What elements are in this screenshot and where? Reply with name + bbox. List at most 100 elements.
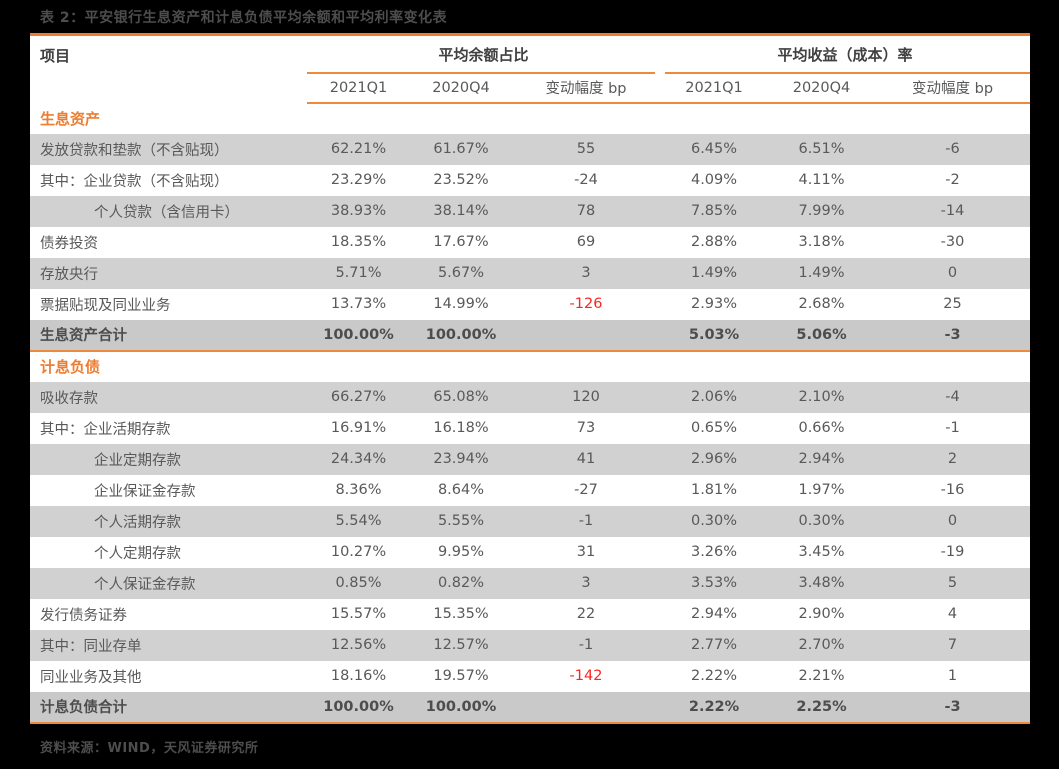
total-row: 计息负债合计 100.00% 100.00% 2.22% 2.25% -3 <box>30 691 1031 724</box>
table-row: 其中：企业活期存款 16.91% 16.18% 73 0.65% 0.66% -1 <box>30 413 1030 444</box>
row-label: 个人贷款（含信用卡） <box>94 204 239 221</box>
value-cell: 2.22% <box>660 691 769 724</box>
value-cell: 5.55% <box>437 513 485 529</box>
value-cell: 100.00% <box>307 691 410 724</box>
value-cell: 7.99% <box>798 203 845 219</box>
value-cell: 3.48% <box>798 575 845 591</box>
value-cell: 25 <box>943 296 962 312</box>
value-cell: 18.16% <box>330 668 387 684</box>
value-cell: 2 <box>947 451 958 467</box>
value-cell <box>512 691 661 724</box>
table-row: 发行债务证券 15.57% 15.35% 22 2.94% 2.90% 4 <box>30 599 1030 630</box>
table-row: 企业定期存款 24.34% 23.94% 41 2.96% 2.94% 2 <box>30 443 1031 475</box>
value-cell: 6.45% <box>690 141 738 157</box>
value-cell: 2.90% <box>798 606 845 622</box>
value-cell: 3.45% <box>798 544 845 560</box>
value-cell: 1.97% <box>798 482 845 498</box>
value-cell: 100.00% <box>410 691 512 724</box>
value-cell: -19 <box>940 544 965 560</box>
value-cell: 1.49% <box>690 265 738 281</box>
row-label: 其中：同业存单 <box>40 638 142 655</box>
value-cell: 2.10% <box>798 389 845 405</box>
value-cell: 0.65% <box>690 420 738 436</box>
column-header-change-bp-rate: 变动幅度 bp <box>875 73 1031 104</box>
value-cell: 5.54% <box>335 513 382 529</box>
value-cell: 2.21% <box>798 668 845 684</box>
value-cell: 0.66% <box>798 420 845 436</box>
value-cell: 0.85% <box>335 575 382 591</box>
value-cell: 55 <box>576 141 596 157</box>
row-label: 存放央行 <box>40 266 98 283</box>
value-cell: 41 <box>576 451 596 467</box>
value-cell: -1 <box>578 513 594 529</box>
table-row: 其中：同业存单 12.56% 12.57% -1 2.77% 2.70% 7 <box>30 629 1031 661</box>
value-cell: 2.77% <box>690 637 738 653</box>
column-group-average-yield-cost-rate: 平均收益（成本）率 <box>660 35 1031 74</box>
value-cell: 16.91% <box>330 420 387 436</box>
value-cell: -14 <box>940 203 965 219</box>
row-label: 发放贷款和垫款（不含贴现） <box>40 142 229 159</box>
value-cell: 4 <box>947 606 958 622</box>
table-row: 企业保证金存款 8.36% 8.64% -27 1.81% 1.97% -16 <box>30 475 1030 506</box>
value-cell: -16 <box>940 482 965 498</box>
row-label: 企业保证金存款 <box>94 483 196 500</box>
column-header-2020q4-balance: 2020Q4 <box>410 73 512 104</box>
column-header-2021q1-balance: 2021Q1 <box>307 73 410 104</box>
section-header-row: 生息资产 <box>30 103 1030 134</box>
row-label: 其中：企业活期存款 <box>40 421 171 438</box>
value-cell: 2.94% <box>690 606 738 622</box>
value-cell: 23.52% <box>433 172 489 188</box>
value-cell: 5.03% <box>660 319 769 352</box>
value-cell: 100.00% <box>410 319 512 352</box>
section-label: 生息资产 <box>40 110 101 128</box>
value-cell: 4.11% <box>798 172 845 188</box>
value-cell: -27 <box>574 482 598 498</box>
table-row: 个人保证金存款 0.85% 0.82% 3 3.53% 3.48% 5 <box>30 567 1031 599</box>
value-cell: -1 <box>945 420 960 436</box>
value-cell: -3 <box>875 319 1031 352</box>
value-cell: 3 <box>581 575 591 591</box>
value-cell: 3 <box>581 265 591 281</box>
value-cell: 66.27% <box>330 389 387 405</box>
value-cell: 5.67% <box>437 265 485 281</box>
group-header-row: 项目 平均余额占比 平均收益（成本）率 <box>30 35 1031 74</box>
value-cell: 2.93% <box>690 296 738 312</box>
value-cell: 7 <box>947 637 958 653</box>
column-header-2020q4-rate: 2020Q4 <box>768 73 876 104</box>
value-cell: 2.06% <box>690 389 738 405</box>
column-header-2021q1-rate: 2021Q1 <box>660 73 769 104</box>
value-cell: -1 <box>578 637 594 653</box>
value-cell: 2.88% <box>690 234 738 250</box>
value-cell: -2 <box>945 172 960 188</box>
row-label: 吸收存款 <box>40 390 98 407</box>
sub-header-row: 2021Q1 2020Q4 变动幅度 bp 2021Q1 2020Q4 变动幅度… <box>30 73 1031 104</box>
value-cell: 62.21% <box>330 141 387 157</box>
table-header: 项目 平均余额占比 平均收益（成本）率 2021Q1 2020Q4 变动幅度 b… <box>30 35 1031 104</box>
value-cell: 15.57% <box>330 606 387 622</box>
value-cell: 3.18% <box>798 234 845 250</box>
value-cell: -30 <box>940 234 965 250</box>
value-cell: 17.67% <box>433 234 489 250</box>
value-cell: 13.73% <box>330 296 387 312</box>
table-row: 票据贴现及同业业务 13.73% 14.99% -126 2.93% 2.68% 25 <box>30 289 1030 320</box>
value-cell: 31 <box>576 544 596 560</box>
value-cell: 4.09% <box>690 172 738 188</box>
table-row: 个人活期存款 5.54% 5.55% -1 0.30% 0.30% 0 <box>30 505 1031 537</box>
value-cell: 8.36% <box>335 482 382 498</box>
value-cell: 61.67% <box>433 141 489 157</box>
value-cell: -6 <box>945 141 960 157</box>
table-row: 吸收存款 66.27% 65.08% 120 2.06% 2.10% -4 <box>30 381 1031 413</box>
value-cell: 10.27% <box>330 544 387 560</box>
table-row: 债券投资 18.35% 17.67% 69 2.88% 3.18% -30 <box>30 227 1030 258</box>
value-cell: 12.56% <box>330 637 387 653</box>
value-cell: -142 <box>569 668 603 684</box>
column-header-change-bp-balance: 变动幅度 bp <box>512 73 661 104</box>
table-row: 发放贷款和垫款（不含贴现） 62.21% 61.67% 55 6.45% 6.51% -6 <box>30 133 1031 165</box>
value-cell: 8.64% <box>437 482 485 498</box>
row-label: 个人保证金存款 <box>94 576 196 593</box>
row-label: 个人活期存款 <box>94 514 181 531</box>
value-cell: 69 <box>576 234 596 250</box>
row-label: 其中：企业贷款（不含贴现） <box>40 173 229 190</box>
value-cell: 5.71% <box>335 265 382 281</box>
